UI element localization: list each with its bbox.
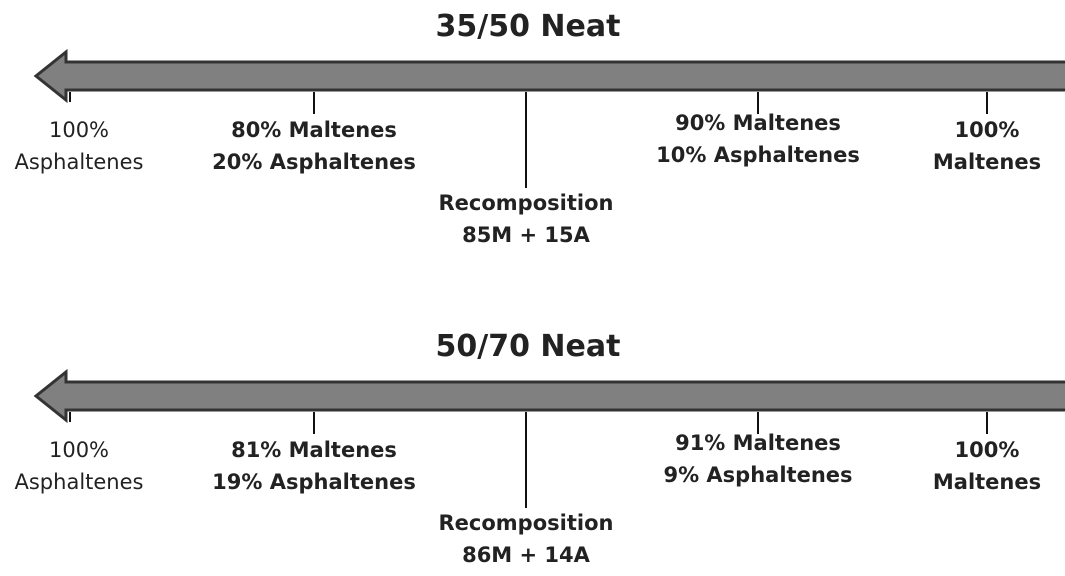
label: 100%	[955, 118, 1020, 142]
label: 90% Maltenes	[675, 111, 841, 135]
label: 91% Maltenes	[675, 431, 841, 455]
label: 100%	[955, 438, 1020, 462]
label: Recomposition	[439, 191, 614, 215]
label: Maltenes	[933, 470, 1041, 494]
label: 81% Maltenes	[231, 438, 397, 462]
arrow	[33, 368, 1065, 424]
arrow	[33, 48, 1065, 104]
label: 85M + 15A	[462, 223, 591, 247]
label: Maltenes	[933, 150, 1041, 174]
label: Asphaltenes	[15, 150, 144, 174]
label: 20% Asphaltenes	[212, 150, 416, 174]
label: Recomposition	[439, 511, 614, 535]
label: 9% Asphaltenes	[663, 463, 852, 487]
title: 50/70 Neat	[436, 329, 621, 364]
label: 80% Maltenes	[231, 118, 397, 142]
label: 86M + 14A	[462, 543, 591, 567]
label: 10% Asphaltenes	[656, 143, 860, 167]
label: Asphaltenes	[15, 470, 144, 494]
label: 100%	[49, 438, 109, 462]
title: 35/50 Neat	[436, 9, 621, 44]
label: 100%	[49, 118, 109, 142]
label: 19% Asphaltenes	[212, 470, 416, 494]
